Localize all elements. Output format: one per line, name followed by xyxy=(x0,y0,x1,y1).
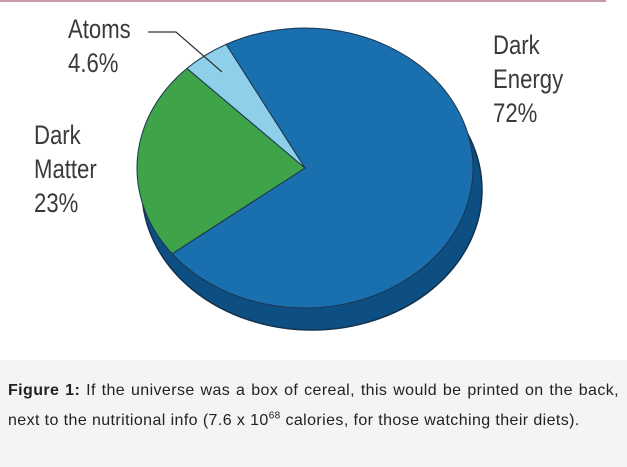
pie-slice xyxy=(171,27,474,309)
slice-label: Atoms 4.6% xyxy=(68,12,166,80)
top-rule xyxy=(0,0,606,2)
slice-label: Dark Energy 72% xyxy=(493,28,567,130)
value-label: 72% xyxy=(493,98,538,128)
caption-body: calories, for those watching their diets… xyxy=(285,412,580,429)
caption-sup: 68 xyxy=(268,410,281,422)
leader-line xyxy=(148,31,223,73)
slice-label: Dark Matter 23% xyxy=(34,118,112,220)
caption-label: Figure 1: xyxy=(8,382,81,399)
value-label: 4.6% xyxy=(68,48,119,78)
caption-body: If the universe was a box of cereal, thi… xyxy=(8,382,619,429)
pie-slice xyxy=(186,43,306,169)
caption-text: Figure 1: If the universe was a box of c… xyxy=(0,360,627,436)
pie-slice xyxy=(136,67,306,255)
category-label: Dark Matter xyxy=(34,120,97,184)
caption: Figure 1: If the universe was a box of c… xyxy=(0,360,627,467)
value-label: 23% xyxy=(34,188,79,218)
category-label: Atoms xyxy=(68,14,131,44)
chart xyxy=(136,27,483,331)
category-label: Dark Energy xyxy=(493,30,564,94)
